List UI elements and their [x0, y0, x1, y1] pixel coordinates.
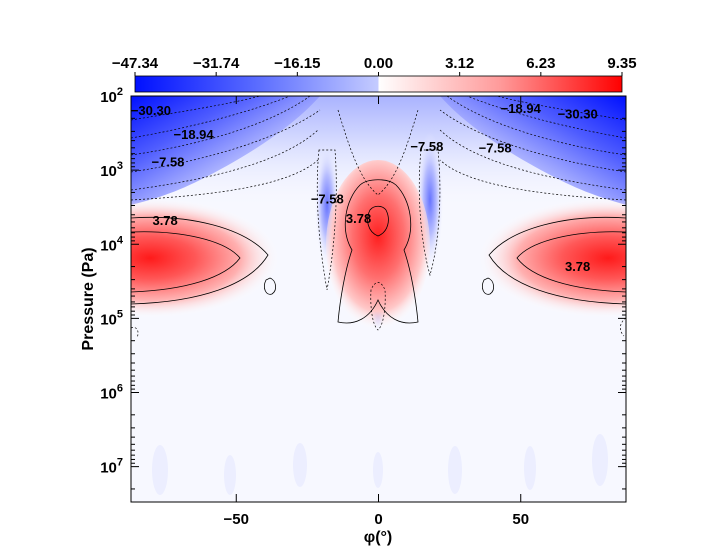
positive-contours: [131, 179, 626, 324]
contour-label: −30.30: [558, 106, 598, 121]
y-tick-label: 103: [100, 160, 123, 180]
contour-labels: −30.30−18.94−7.58−7.58−7.58−18.94 −30.30−…: [131, 101, 598, 274]
contour-label: −7.58: [311, 191, 344, 206]
y-tick-base: 10: [100, 89, 117, 106]
y-tick-label: 104: [100, 234, 124, 254]
negative-region-right: [440, 96, 626, 205]
colorbar-gradient: [134, 75, 623, 93]
colorbar: −47.34 −31.74 −16.15 0.00 3.12 6.23 9.35: [112, 55, 637, 93]
contour-label: −30.30: [131, 103, 171, 118]
x-axis-ticks: −50 0 50: [224, 96, 529, 528]
y-tick-base: 10: [100, 460, 117, 477]
colorbar-tick-label: −47.34: [112, 55, 159, 72]
positive-region-center: [326, 160, 430, 330]
contour-label: −7.58: [479, 141, 512, 156]
colorbar-tick-label: 6.23: [526, 55, 555, 72]
lower-speckle: [152, 434, 608, 495]
y-tick-exponent: 3: [117, 160, 123, 172]
colorbar-tick-label: −31.74: [193, 55, 240, 72]
colorbar-tick-label: 9.35: [607, 55, 636, 72]
negative-contours: [131, 96, 626, 339]
y-tick-base: 10: [100, 386, 117, 403]
colorbar-ticks: [134, 72, 623, 76]
contour-label: −18.94: [501, 101, 542, 116]
x-axis-label: φ(°): [364, 529, 393, 546]
contour-label: 3.78: [565, 259, 590, 274]
y-tick-base: 10: [100, 237, 117, 254]
positive-region-left: [131, 198, 280, 318]
y-tick-label: 105: [100, 308, 123, 328]
negative-region-left: [131, 96, 320, 205]
y-tick-base: 10: [100, 163, 117, 180]
x-tick-label: −50: [224, 511, 249, 528]
colorbar-tick-labels: −47.34 −31.74 −16.15 0.00 3.12 6.23 9.35: [112, 55, 637, 72]
contour-label: −7.58: [152, 155, 185, 170]
contour-label: −7.58: [410, 139, 443, 154]
colorbar-tick-label: 3.12: [445, 55, 474, 72]
contour-label: 3.78: [346, 211, 371, 226]
x-tick-label: 0: [374, 511, 382, 528]
x-tick-label: 50: [512, 511, 529, 528]
y-axis-label: Pressure (Pa): [80, 247, 97, 350]
positive-region-right: [478, 198, 626, 318]
contour-label: −18.94: [174, 127, 215, 142]
contour-label: 3.78: [152, 213, 177, 228]
y-tick-exponent: 2: [117, 86, 123, 98]
y-tick-label: 107: [100, 457, 123, 477]
y-tick-exponent: 6: [117, 383, 123, 395]
y-tick-exponent: 5: [117, 308, 123, 320]
y-tick-label: 106: [100, 383, 123, 403]
y-tick-exponent: 7: [117, 457, 123, 469]
colorbar-tick-label: 0.00: [364, 55, 393, 72]
y-tick-label: 102: [100, 86, 123, 106]
heatmap-field: −30.30−18.94−7.58−7.58−7.58−18.94 −30.30−…: [131, 96, 626, 502]
y-tick-base: 10: [100, 311, 117, 328]
y-tick-exponent: 4: [117, 234, 124, 246]
colorbar-tick-label: −16.15: [274, 55, 320, 72]
